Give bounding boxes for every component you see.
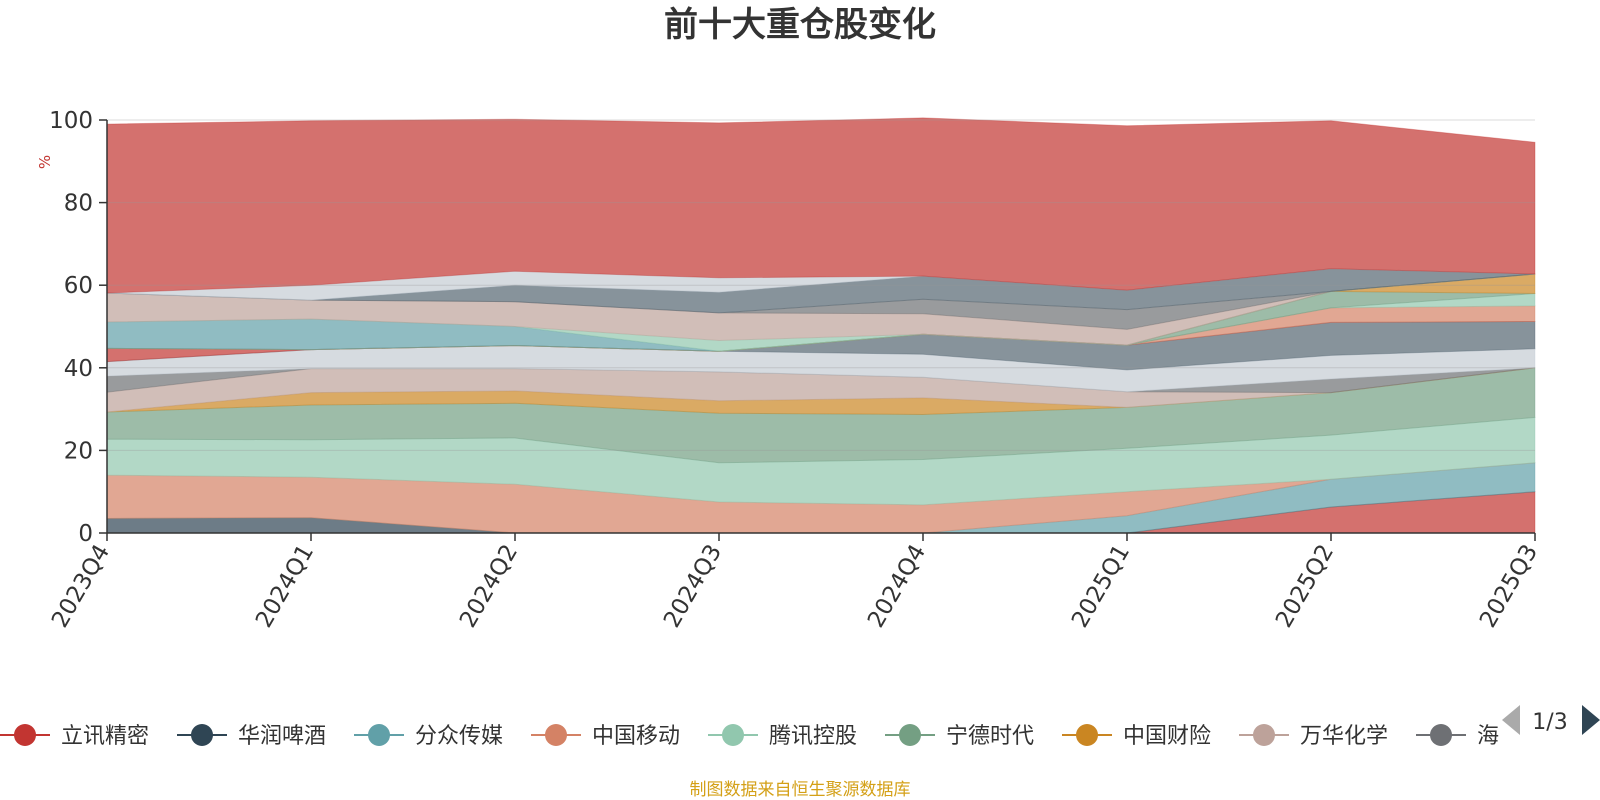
legend-marker-icon bbox=[368, 724, 390, 746]
legend-marker-icon bbox=[1253, 724, 1275, 746]
area-series-9[interactable] bbox=[106, 344, 1536, 393]
y-tick-label-40: 40 bbox=[64, 356, 93, 382]
x-tick-label-2025Q2: 2025Q2 bbox=[1271, 540, 1339, 632]
legend-label: 中国财险 bbox=[1123, 724, 1211, 749]
legend-item-7[interactable]: 万华化学 bbox=[1239, 724, 1388, 749]
y-tick-label-20: 20 bbox=[64, 438, 93, 464]
legend-marker-icon bbox=[1430, 724, 1452, 746]
legend-label: 中国移动 bbox=[592, 724, 680, 749]
legend-label: 万华化学 bbox=[1300, 724, 1388, 749]
x-tick-label-2024Q2: 2024Q2 bbox=[455, 540, 523, 632]
legend-marker-icon bbox=[14, 724, 36, 746]
legend-item-8[interactable]: 海 bbox=[1416, 724, 1499, 749]
legend-marker-icon bbox=[191, 724, 213, 746]
x-tick-label-2025Q3: 2025Q3 bbox=[1475, 540, 1543, 632]
legend-label: 华润啤酒 bbox=[238, 724, 326, 749]
y-tick-label-100: 100 bbox=[49, 108, 93, 134]
legend-item-5[interactable]: 宁德时代 bbox=[885, 724, 1034, 749]
gridlines bbox=[107, 119, 1535, 451]
legend-label: 立讯精密 bbox=[61, 724, 149, 749]
x-tick-label-2024Q1: 2024Q1 bbox=[251, 540, 319, 632]
legend-label: 海 bbox=[1477, 724, 1499, 749]
legend[interactable]: 立讯精密 华润啤酒 分众传媒 中国移动 腾讯控股 宁德时代 中国财险 万华化学 海 bbox=[0, 724, 1499, 749]
x-tick-label-2024Q4: 2024Q4 bbox=[863, 540, 931, 632]
legend-item-1[interactable]: 华润啤酒 bbox=[177, 724, 326, 749]
legend-label: 分众传媒 bbox=[415, 724, 503, 749]
legend-next-arrow-icon[interactable] bbox=[1582, 705, 1600, 735]
y-tick-label-0: 0 bbox=[78, 521, 93, 547]
legend-prev-arrow-icon[interactable] bbox=[1502, 705, 1520, 735]
legend-item-2[interactable]: 分众传媒 bbox=[354, 724, 503, 749]
legend-marker-icon bbox=[1076, 724, 1098, 746]
y-tick-label-60: 60 bbox=[64, 273, 93, 299]
legend-label: 宁德时代 bbox=[946, 724, 1034, 749]
legend-label: 腾讯控股 bbox=[769, 724, 857, 749]
x-tick-label-2023Q4: 2023Q4 bbox=[47, 540, 115, 632]
area-layers bbox=[106, 117, 1536, 534]
legend-marker-icon bbox=[899, 724, 921, 746]
legend-item-3[interactable]: 中国移动 bbox=[531, 724, 680, 749]
y-axis-label: % bbox=[36, 155, 54, 169]
legend-marker-icon bbox=[722, 724, 744, 746]
area-series-22[interactable] bbox=[106, 117, 1536, 294]
legend-item-6[interactable]: 中国财险 bbox=[1062, 724, 1211, 749]
source-note: 制图数据来自恒生聚源数据库 bbox=[690, 780, 911, 800]
y-tick-label-80: 80 bbox=[64, 191, 93, 217]
legend-page-indicator: 1/3 bbox=[1532, 710, 1567, 735]
legend-pager: 1/3 bbox=[1502, 705, 1600, 735]
legend-marker-icon bbox=[545, 724, 567, 746]
legend-item-0[interactable]: 立讯精密 bbox=[0, 724, 149, 749]
chart-title: 前十大重仓股变化 bbox=[664, 5, 936, 45]
x-tick-label-2025Q1: 2025Q1 bbox=[1067, 540, 1135, 632]
x-tick-label-2024Q3: 2024Q3 bbox=[659, 540, 727, 632]
legend-item-4[interactable]: 腾讯控股 bbox=[708, 724, 857, 749]
